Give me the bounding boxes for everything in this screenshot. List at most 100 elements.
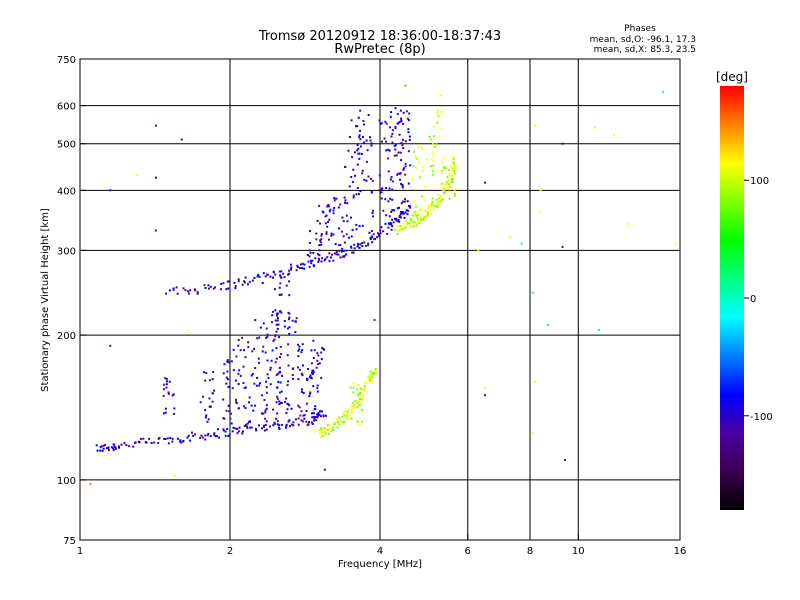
point-O-column16 bbox=[394, 127, 397, 130]
point-O-column14 bbox=[358, 193, 361, 196]
point-O-column2 bbox=[223, 417, 226, 420]
point-O-trace1 bbox=[303, 263, 306, 266]
point-O-column2 bbox=[225, 382, 228, 385]
point-O-trace1 bbox=[351, 251, 354, 254]
scattered-point-34 bbox=[531, 432, 534, 435]
point-X-trace0 bbox=[338, 420, 341, 423]
point-O-column15 bbox=[387, 157, 390, 160]
point-O-column12 bbox=[341, 216, 344, 219]
point-O-trace0 bbox=[241, 432, 244, 435]
point-O-column3 bbox=[241, 336, 244, 339]
point-O-column15 bbox=[387, 170, 390, 173]
point-O-trace1 bbox=[209, 285, 212, 288]
point-X-trace1 bbox=[398, 229, 401, 232]
point-X-column1 bbox=[412, 212, 415, 215]
point-O-trace1 bbox=[164, 292, 167, 295]
scattered-point-11 bbox=[373, 319, 376, 322]
point-O-column7 bbox=[300, 351, 303, 354]
point-O-trace0 bbox=[101, 449, 104, 452]
point-X-trace0 bbox=[338, 423, 341, 426]
point-O-trace1 bbox=[343, 254, 346, 257]
point-O-trace1 bbox=[371, 241, 374, 244]
x-tick-label-16: 16 bbox=[674, 546, 687, 557]
point-O-column14 bbox=[371, 212, 374, 215]
point-O-column7 bbox=[291, 377, 294, 380]
point-O-column17 bbox=[407, 128, 410, 131]
stats-x-mode: mean, sd,X: 85.3, 23.5 bbox=[594, 45, 696, 55]
point-X-column1 bbox=[421, 214, 424, 217]
point-O-column13 bbox=[343, 196, 346, 199]
point-O-column3 bbox=[243, 387, 246, 390]
point-O-trace0 bbox=[257, 424, 260, 427]
point-O-column3 bbox=[250, 404, 253, 407]
point-O-trace0 bbox=[112, 447, 115, 450]
point-O-column12 bbox=[333, 206, 336, 209]
point-O-column16 bbox=[391, 129, 394, 132]
point-X-trace1 bbox=[444, 188, 447, 191]
point-O-column14 bbox=[371, 209, 374, 212]
point-O-column5 bbox=[275, 347, 278, 350]
point-O-trace0 bbox=[99, 449, 102, 452]
point-O-trace1 bbox=[382, 230, 385, 233]
point-O-column2 bbox=[234, 379, 237, 382]
point-O-column13 bbox=[350, 235, 353, 238]
scattered-point-20 bbox=[539, 211, 542, 214]
point-O-trace0 bbox=[117, 446, 120, 449]
point-O-trace0 bbox=[99, 446, 102, 449]
point-O-trace1 bbox=[186, 290, 189, 293]
point-X-trace1 bbox=[401, 228, 404, 231]
point-X-column1 bbox=[425, 158, 428, 161]
point-X-column2 bbox=[437, 114, 440, 117]
point-O-column4 bbox=[265, 380, 268, 383]
point-O-column15 bbox=[378, 189, 381, 192]
point-X-trace0 bbox=[371, 371, 374, 374]
point-O-column11 bbox=[320, 243, 323, 246]
point-X-column3 bbox=[450, 180, 453, 183]
point-X-trace1 bbox=[409, 224, 412, 227]
scattered-point-13 bbox=[439, 94, 442, 97]
point-O-column9 bbox=[309, 374, 312, 377]
point-X-trace1 bbox=[430, 212, 433, 215]
point-O-column14 bbox=[365, 179, 368, 182]
point-O-column10 bbox=[319, 239, 322, 242]
point-O-column5 bbox=[271, 321, 274, 324]
point-O-column15 bbox=[391, 141, 394, 144]
point-O-trace1 bbox=[296, 266, 299, 269]
point-O-column4 bbox=[260, 412, 263, 415]
point-O-column15 bbox=[388, 215, 391, 218]
point-O-column9 bbox=[315, 366, 318, 369]
point-O-column3 bbox=[242, 365, 245, 368]
y-tick-label-300: 300 bbox=[57, 246, 76, 257]
scattered-point-7 bbox=[187, 328, 190, 331]
point-O-trace0 bbox=[303, 417, 306, 420]
point-O-column1 bbox=[202, 395, 205, 398]
point-O-column0 bbox=[163, 383, 166, 386]
point-X-column2 bbox=[431, 150, 434, 153]
point-O-trace0 bbox=[313, 415, 316, 418]
point-X-column0 bbox=[359, 386, 362, 389]
point-O-column0 bbox=[165, 383, 168, 386]
point-O-trace0 bbox=[254, 427, 257, 430]
point-X-column1 bbox=[413, 210, 416, 213]
point-X-trace1 bbox=[451, 174, 454, 177]
point-X-column2 bbox=[442, 198, 445, 201]
point-O-trace1 bbox=[377, 233, 380, 236]
point-O-column14 bbox=[372, 215, 375, 218]
point-X-trace0 bbox=[326, 428, 329, 431]
point-O-column3 bbox=[244, 386, 247, 389]
point-O-trace1 bbox=[311, 259, 314, 262]
point-X-trace1 bbox=[402, 223, 405, 226]
point-O-trace1 bbox=[408, 206, 411, 209]
point-O-column4 bbox=[264, 417, 267, 420]
point-O-column4 bbox=[266, 335, 269, 338]
point-O-column17 bbox=[407, 150, 410, 153]
point-X-trace0 bbox=[339, 418, 342, 421]
point-X-trace1 bbox=[409, 217, 412, 220]
point-X-trace1 bbox=[424, 209, 427, 212]
point-O-trace1 bbox=[386, 232, 389, 235]
point-O-trace1 bbox=[399, 213, 402, 216]
point-O-column7 bbox=[297, 355, 300, 358]
point-O-trace0 bbox=[102, 447, 105, 450]
point-X-trace1 bbox=[420, 219, 423, 222]
point-X-column0 bbox=[357, 384, 360, 387]
